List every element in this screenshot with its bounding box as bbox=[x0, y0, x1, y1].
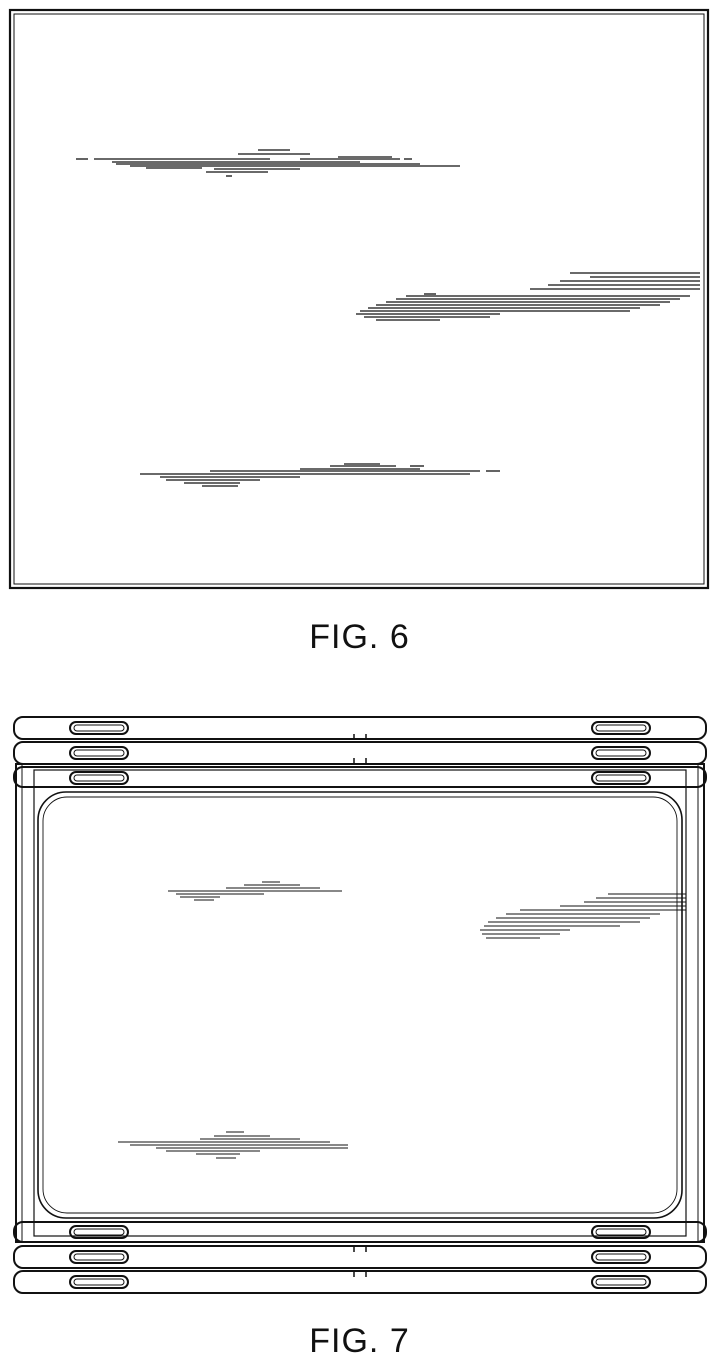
fig7-side-frame-inner bbox=[22, 764, 698, 1242]
fig7-panel-frame bbox=[34, 770, 686, 1236]
fig6-reflection-right bbox=[356, 273, 700, 320]
fig7-slot-bottom-right-2 bbox=[592, 1251, 650, 1263]
fig6-reflection-upper-left bbox=[76, 150, 460, 176]
figure-7 bbox=[0, 700, 719, 1305]
figure-6 bbox=[0, 0, 719, 600]
fig6-caption: FIG. 6 bbox=[0, 618, 719, 657]
fig7-drawing bbox=[0, 700, 719, 1305]
fig7-slot-top-right-3 bbox=[592, 772, 650, 784]
fig7-slot-bottom-left-3 bbox=[70, 1276, 128, 1288]
fig7-glass-panel-inner bbox=[43, 797, 677, 1213]
fig6-drawing bbox=[0, 0, 719, 600]
fig7-top-rail-2 bbox=[14, 742, 706, 764]
fig6-reflection-lower bbox=[140, 464, 500, 486]
fig7-slot-top-right-2 bbox=[592, 747, 650, 759]
fig7-side-frame bbox=[16, 764, 704, 1242]
fig7-reflection-upper-left bbox=[168, 882, 342, 900]
fig7-top-rail-1 bbox=[14, 717, 706, 739]
fig7-bottom-rail-2 bbox=[14, 1246, 706, 1268]
fig7-slot-top-left-3 bbox=[70, 772, 128, 784]
fig7-glass-panel bbox=[38, 792, 682, 1218]
fig7-slot-top-right-1 bbox=[592, 722, 650, 734]
fig7-slot-bottom-left-2 bbox=[70, 1251, 128, 1263]
fig7-reflection-lower bbox=[118, 1132, 348, 1158]
fig7-slot-top-left-1 bbox=[70, 722, 128, 734]
fig7-reflection-right bbox=[480, 894, 686, 938]
fig7-bottom-rail-3 bbox=[14, 1271, 706, 1293]
fig7-slot-bottom-right-3 bbox=[592, 1276, 650, 1288]
fig7-caption: FIG. 7 bbox=[0, 1322, 719, 1361]
fig7-slot-top-left-2 bbox=[70, 747, 128, 759]
